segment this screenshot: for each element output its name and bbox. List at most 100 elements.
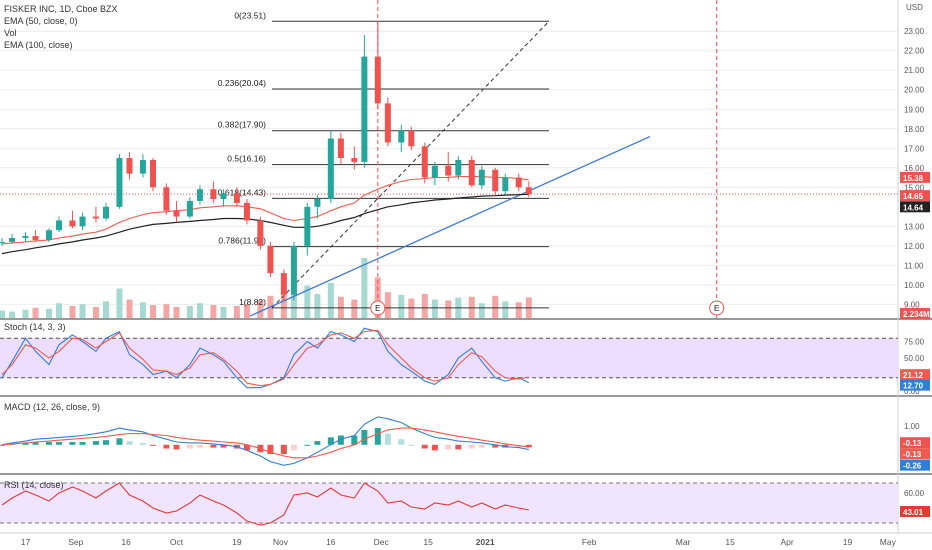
candle-body[interactable] (280, 273, 287, 295)
candle-body[interactable] (408, 130, 415, 147)
candle-body[interactable] (468, 159, 475, 186)
candle-body[interactable] (139, 159, 146, 174)
macd-histogram-bar (374, 428, 381, 445)
candle-body[interactable] (492, 169, 499, 192)
volume-bar (384, 292, 391, 318)
macd-histogram-bar (186, 444, 193, 449)
macd-histogram-bar (445, 444, 452, 450)
candle-body[interactable] (163, 187, 170, 211)
macd-histogram-bar (525, 444, 532, 448)
macd-histogram-bar (431, 444, 438, 451)
candle-body[interactable] (304, 206, 311, 246)
macd-histogram-bar (149, 444, 156, 446)
candle-body[interactable] (337, 138, 344, 159)
time-tick-label: 2021 (476, 537, 495, 547)
time-tick-label: 19 (232, 537, 242, 547)
fib-trend-line[interactable] (271, 20, 550, 309)
last-price-badge: 14.65 (903, 192, 924, 201)
volume-bar (45, 308, 52, 318)
candle-body[interactable] (290, 245, 297, 295)
candle-body[interactable] (126, 158, 133, 174)
macd-histogram-bar (116, 438, 123, 445)
currency-label: USD (906, 3, 923, 12)
time-tick-label: 16 (326, 537, 336, 547)
macd-legend: MACD (12, 26, close, 9) (4, 402, 100, 412)
price-tick-label: 21.00 (904, 66, 925, 75)
candle-body[interactable] (314, 198, 321, 207)
macd-histogram-bar (267, 444, 274, 455)
candle-body[interactable] (210, 189, 217, 199)
candle-body[interactable] (149, 159, 156, 188)
price-tick-label: 16.00 (904, 164, 925, 173)
candle-body[interactable] (421, 146, 428, 178)
macd-line-badge-bg (900, 459, 930, 471)
volume-bar (0, 310, 5, 318)
volume-bar (103, 301, 110, 318)
candle-body[interactable] (398, 130, 405, 143)
candle-body[interactable] (515, 177, 522, 188)
time-tick-label: Sep (68, 537, 83, 547)
macd-histogram-bar (22, 442, 29, 445)
candle-body[interactable] (220, 193, 227, 199)
candle-body[interactable] (79, 216, 86, 227)
macd-histogram-bar (478, 444, 485, 448)
candle-body[interactable] (257, 220, 264, 246)
candle-body[interactable] (0, 241, 5, 243)
time-tick-label: Apr (781, 537, 794, 547)
macd-histogram-bar (243, 444, 250, 451)
candle-body[interactable] (116, 158, 123, 207)
price-tick-label: 9.00 (904, 300, 920, 309)
macd-histogram-bar (56, 442, 63, 445)
candle-body[interactable] (196, 189, 203, 201)
candle-body[interactable] (243, 202, 250, 221)
volume-bar (478, 303, 485, 318)
candle-body[interactable] (525, 187, 532, 195)
price-tick-label: 18.00 (904, 125, 925, 134)
candle-body[interactable] (374, 56, 381, 104)
earnings-badge[interactable] (370, 300, 386, 316)
volume-bar (163, 304, 170, 318)
candle-body[interactable] (103, 206, 110, 219)
candle-body[interactable] (502, 177, 509, 192)
macd-line (1, 416, 529, 466)
volume-bar (361, 258, 368, 318)
candle-body[interactable] (455, 159, 462, 176)
fib-level-label: 0.5(16.16) (227, 154, 266, 164)
candle-body[interactable] (351, 158, 358, 162)
candle-body[interactable] (32, 236, 39, 240)
candle-body[interactable] (361, 56, 368, 162)
volume-bar (314, 294, 321, 318)
earnings-badge[interactable] (709, 300, 725, 316)
price-tick-label: 15.00 (904, 183, 925, 192)
volume-bar (257, 300, 264, 318)
candle-body[interactable] (445, 165, 452, 176)
candle-body[interactable] (186, 200, 193, 217)
volume-bar (126, 299, 133, 318)
volume-bar (69, 306, 76, 318)
candle-body[interactable] (45, 230, 52, 240)
time-tick-label: Feb (582, 537, 597, 547)
trend-line[interactable] (249, 135, 651, 317)
candle-body[interactable] (233, 193, 240, 203)
macd-histogram-bar (196, 444, 203, 448)
volume-bar (492, 295, 499, 318)
candle-body[interactable] (173, 210, 180, 217)
candle-body[interactable] (56, 220, 63, 231)
candle-body[interactable] (69, 220, 76, 227)
macd-hist-badge-bg (900, 437, 930, 449)
rsi-line (1, 482, 529, 526)
candle-body[interactable] (92, 216, 99, 219)
macd-histogram-bar (468, 444, 475, 449)
candle-body[interactable] (22, 236, 29, 239)
ema50-value-badge: 15.38 (903, 174, 924, 183)
candle-body[interactable] (9, 238, 16, 242)
volume-bar (445, 300, 452, 318)
volume-bar (32, 307, 39, 318)
price-tick-label: 11.00 (904, 261, 924, 270)
candle-body[interactable] (478, 169, 485, 186)
candle-body[interactable] (267, 245, 274, 274)
candle-body[interactable] (327, 138, 334, 199)
candle-body[interactable] (431, 165, 438, 178)
candle-body[interactable] (384, 103, 391, 143)
